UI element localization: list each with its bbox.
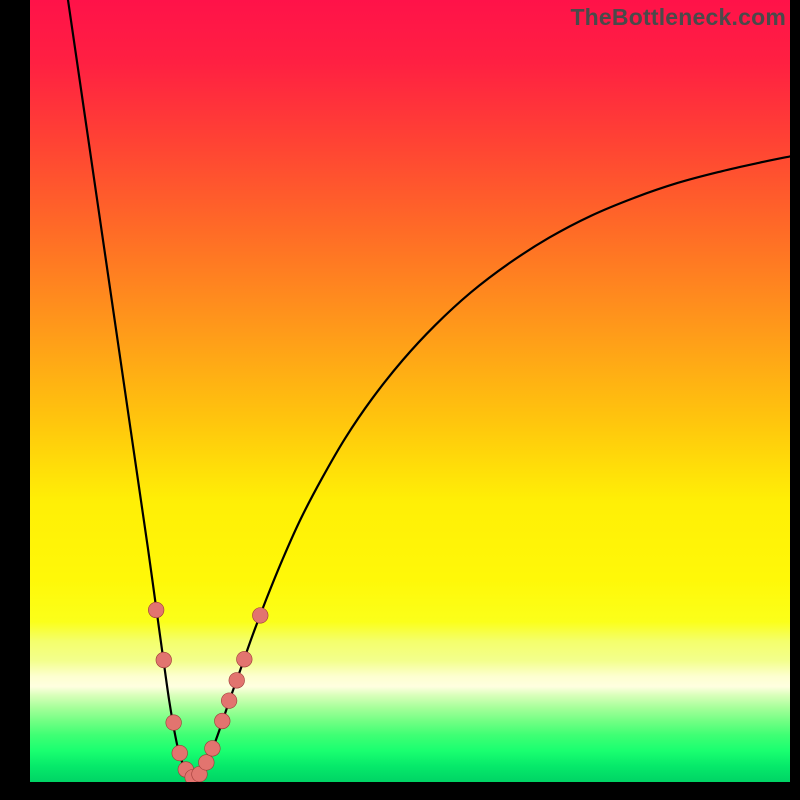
curve-marker bbox=[221, 693, 237, 709]
curve-marker bbox=[156, 652, 172, 668]
curve-marker bbox=[237, 651, 253, 667]
bottleneck-curve-chart bbox=[30, 0, 790, 782]
watermark-label: TheBottleneck.com bbox=[570, 4, 786, 31]
curve-marker bbox=[252, 608, 268, 624]
curve-marker bbox=[229, 673, 245, 689]
chart-frame: TheBottleneck.com bbox=[0, 0, 800, 800]
curve-marker bbox=[148, 602, 164, 618]
curve-marker bbox=[214, 713, 230, 729]
curve-marker bbox=[205, 741, 221, 757]
curve-marker bbox=[166, 715, 182, 731]
curve-marker bbox=[199, 755, 215, 771]
curve-marker bbox=[172, 745, 188, 761]
chart-background bbox=[30, 0, 790, 782]
